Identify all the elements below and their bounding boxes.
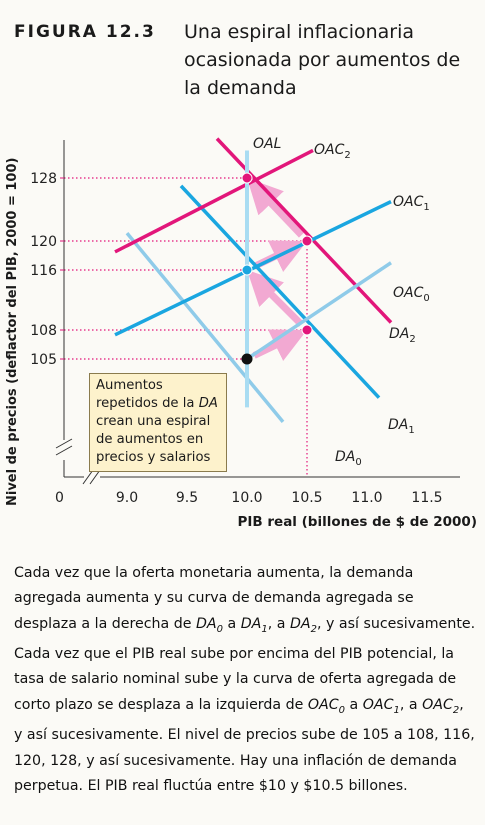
curve-label-oac0: OAC0 <box>393 285 430 304</box>
curve-oac0 <box>246 261 392 361</box>
equilibrium-point <box>301 235 313 247</box>
x-tick-label: 9.0 <box>116 490 138 506</box>
caption-term: OAC2 <box>422 696 460 716</box>
caption-text: a <box>223 615 241 632</box>
chart: 105 108 116 120 128 0 9.0 9.5 10.0 10.5 11.0 11.5 PI… <box>30 136 477 530</box>
annotation-pre: Aumentos repetidos de la <box>96 378 199 411</box>
y-axis-break <box>55 438 73 456</box>
caption-term: DA1 <box>240 615 268 635</box>
y-tick-label: 120 <box>30 234 57 250</box>
x-origin-label: 0 <box>55 490 64 506</box>
curve-da2 <box>215 137 393 324</box>
curve-oac1 <box>114 200 392 337</box>
spiral-arrow <box>247 178 305 238</box>
spiral-arrow <box>247 269 304 327</box>
curve-da0 <box>125 232 285 423</box>
figure-label: FIGURA 12.3 <box>14 22 156 42</box>
curve-label-oac2: OAC2 <box>314 142 351 161</box>
figure-title: Una espiral inflacionaria ocasionada por… <box>184 21 461 99</box>
x-axis-label: PIB real (billones de $ de 2000) <box>237 514 477 530</box>
y-tick-label: 108 <box>30 323 57 339</box>
y-tick-label: 105 <box>30 352 57 368</box>
x-tick-label: 10.5 <box>291 490 322 506</box>
y-tick-label: 128 <box>30 171 57 187</box>
annotation-post: crean una espiral de aumentos en precios… <box>96 414 211 465</box>
curve-label-oal: OAL <box>253 136 281 152</box>
equilibrium-point <box>241 353 253 365</box>
x-tick-label: 11.0 <box>351 490 382 506</box>
caption-text: , a <box>399 696 423 713</box>
caption-term: DA0 <box>196 615 224 635</box>
curve-label-oac1: OAC1 <box>393 194 430 213</box>
caption-text: Cada vez que la oferta monetaria aumenta… <box>14 565 414 632</box>
caption-text: , a <box>267 615 290 632</box>
equilibrium-point <box>301 324 313 336</box>
annotation-box: Aumentos repetidos de la DA crean una es… <box>89 373 227 472</box>
x-tick-label: 11.5 <box>411 490 442 506</box>
y-tick-label: 116 <box>30 263 57 279</box>
x-tick-label: 10.0 <box>231 490 262 506</box>
caption-text: , y así sucesivamente. El nivel de preci… <box>14 696 475 794</box>
caption-term: OAC0 <box>307 696 345 716</box>
caption-term: DA2 <box>289 615 317 635</box>
equilibrium-point <box>241 264 253 276</box>
curve-label-da0: DA0 <box>335 449 362 468</box>
x-tick-label: 9.5 <box>176 490 198 506</box>
curve-label-da2: DA2 <box>389 326 416 345</box>
spiral-arrow <box>252 329 308 361</box>
y-axis-label: Nivel de precios (deflactor del PIB, 200… <box>5 157 20 506</box>
figure-caption: Cada vez que la oferta monetaria aumenta… <box>14 561 476 799</box>
equilibrium-point <box>241 172 253 184</box>
curve-label-da1: DA1 <box>388 417 415 436</box>
caption-text: a <box>345 696 363 713</box>
caption-text: , y así sucesivamente. Cada vez que el P… <box>14 615 476 713</box>
curve-oac2 <box>114 148 314 254</box>
caption-term: OAC1 <box>362 696 400 716</box>
x-axis-break <box>82 469 101 485</box>
annotation-italic: DA <box>198 396 218 411</box>
curve-da1 <box>179 184 381 399</box>
